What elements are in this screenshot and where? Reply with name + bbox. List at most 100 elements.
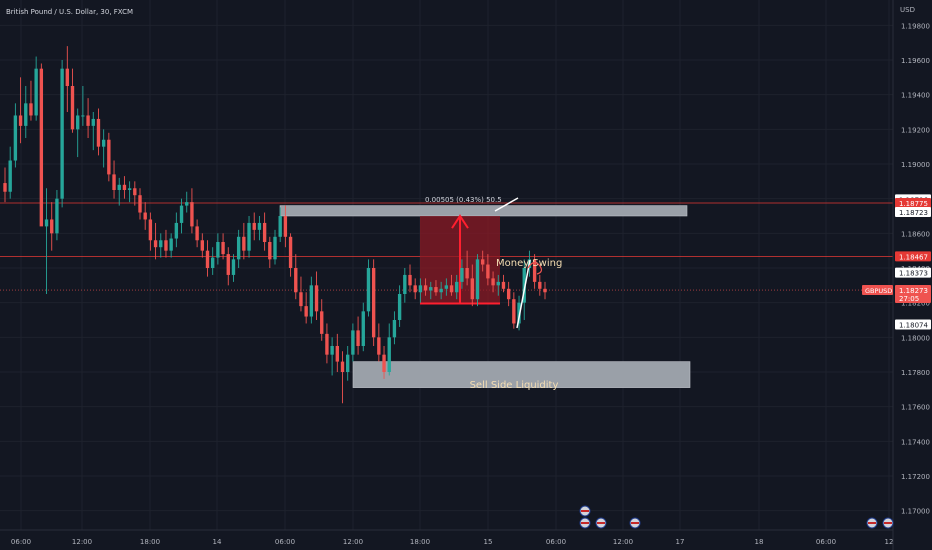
candle-body [247,222,251,251]
sell-side-liquidity-zone [352,361,691,388]
time-tick-label: 06:00 [546,538,566,546]
time-tick-label: 18:00 [410,538,430,546]
candle-body [76,115,80,130]
candle-body [361,311,365,346]
candle-body [460,268,464,282]
candle-body [143,212,147,220]
candle-body [86,115,90,126]
economic-event-flag-icon[interactable] [579,517,591,529]
candle-body [262,222,267,242]
time-tick-label: 15 [484,538,493,546]
candle-body [13,115,18,161]
candle-body [522,268,526,303]
price-tick-label: 1.19000 [901,161,930,169]
candle-body [304,306,308,317]
candle-body [408,274,412,286]
candle-body [371,268,376,338]
candle-body [299,292,303,307]
price-tick-label: 1.17800 [901,369,930,377]
price-tick-label: 1.17000 [901,508,930,516]
candle-body [387,337,391,372]
candle-body [81,115,85,117]
candle-body [18,115,23,126]
candle-body [211,257,215,268]
candle-body [112,174,116,190]
price-tick-label: 1.18000 [901,334,930,342]
economic-event-flag-icon[interactable] [866,517,878,529]
candle-body [481,259,485,265]
candle-body [434,287,438,293]
time-tick-label: 17 [676,538,685,546]
candle-body [325,333,329,355]
measure-label: 0.00505 (0.43%) 50.5 [425,196,502,204]
chart-title: British Pound / U.S. Dollar, 30, FXCM [6,8,133,16]
price-tick-label: 1.19400 [901,92,930,100]
price-tag-box [895,198,931,208]
candle-body [91,118,95,126]
candle-body [439,288,443,293]
time-tick-label: 14 [213,538,222,546]
price-tag-value: 1.18467 [899,253,928,261]
candle-body [517,302,521,324]
price-tick-label: 1.19600 [901,57,930,65]
symbol-tag-box [862,285,893,296]
candle-body [418,285,423,293]
candle-body [429,287,433,291]
candle-body [330,346,334,355]
candle-body [278,216,282,237]
countdown-value: 27:05 [899,295,919,303]
candle-body [190,202,194,227]
candle-body [377,337,381,355]
candle-body [538,281,542,289]
price-tag-value: 1.18723 [899,209,928,217]
time-tick-label: 06:00 [816,538,836,546]
swing-curve [527,261,543,275]
candle-body [169,238,173,251]
candle-body [252,222,256,230]
price-tag-box [895,267,931,278]
candle-body [512,299,516,324]
measure-arrow-head [451,214,469,229]
candle-body [3,183,7,192]
economic-event-flag-icon[interactable] [595,517,607,529]
candle-body [185,202,189,206]
time-tick-label: 18 [755,538,764,546]
candle-body [231,259,236,275]
candle-body [320,311,324,334]
price-tick-label: 1.17600 [901,404,930,412]
time-tick-label: 12 [885,538,894,546]
candle-body [101,139,106,147]
candle-body [39,68,44,227]
economic-event-flag-icon[interactable] [882,517,894,529]
grid [0,0,893,530]
candle-body [486,264,490,279]
candle-body [335,346,339,362]
candle-body [268,242,272,260]
annotations: 0.00505 (0.43%) 50.5 Money Swing Sell Si… [425,196,562,391]
current-price-value: 1.18273 [899,287,928,295]
economic-event-flag-icon[interactable] [579,505,591,517]
candle-body [50,219,54,234]
candle-body [221,242,225,255]
candle-body [29,103,33,116]
economic-event-flag-icon[interactable] [629,517,641,529]
candle-body [200,240,204,251]
candle-body [532,259,537,282]
price-tag-box [895,251,931,262]
swing-line [516,259,531,329]
candle-body [423,285,428,291]
candle-body [397,294,402,320]
candle-body [496,281,500,286]
time-tick-label: 06:00 [275,538,295,546]
candle-body [382,354,386,372]
candle-body [226,254,230,275]
candle-body [24,103,28,126]
candle-body [449,285,454,293]
candle-body [283,216,288,237]
candle-body [96,118,101,147]
price-tag-box [895,207,931,218]
supply-zone [279,205,688,217]
candle-body [455,281,459,293]
sell-side-liquidity-label: Sell Side Liquidity [470,380,559,391]
